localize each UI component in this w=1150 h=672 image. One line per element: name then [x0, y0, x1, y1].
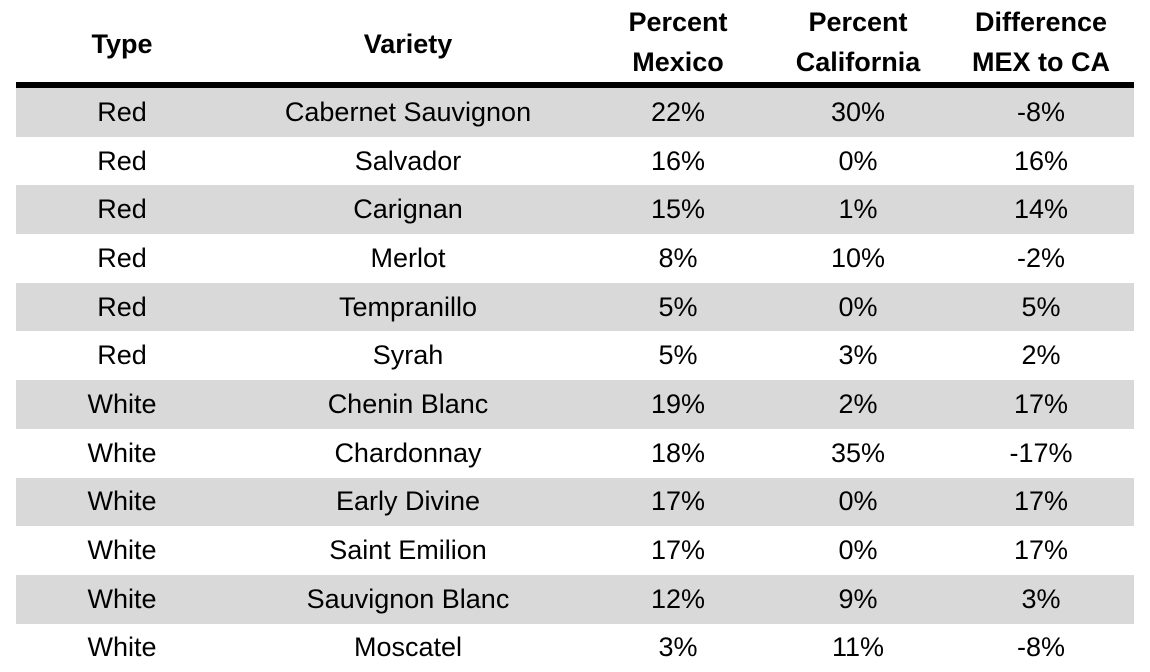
header-variety: Variety: [228, 0, 588, 88]
cell-difference: 16%: [948, 136, 1134, 186]
table-row: White Chenin Blanc 19% 2% 17%: [16, 380, 1134, 429]
header-row: Type Variety Percent Mexico Percent Cali…: [16, 0, 1134, 88]
table-row: White Saint Emilion 17% 0% 17%: [16, 526, 1134, 575]
header-variety-label: Variety: [363, 29, 453, 59]
cell-percent-mexico: 22%: [588, 85, 768, 137]
cell-percent-mexico: 5%: [588, 282, 768, 332]
cell-percent-california: 0%: [768, 526, 948, 575]
header-percent-california-line-2: California: [795, 47, 921, 77]
header-difference-line-2: MEX to CA: [972, 47, 1110, 77]
cell-variety: Early Divine: [228, 477, 588, 527]
cell-percent-california: 11%: [768, 623, 948, 672]
header-percent-mexico-line-2: Mexico: [632, 47, 724, 77]
cell-variety: Tempranillo: [228, 282, 588, 332]
cell-difference: -8%: [948, 623, 1134, 672]
cell-variety: Carignan: [228, 185, 588, 235]
cell-type: White: [16, 526, 228, 575]
cell-type: White: [16, 380, 228, 429]
cell-type: Red: [16, 185, 228, 235]
cell-percent-mexico: 18%: [588, 428, 768, 478]
cell-percent-california: 35%: [768, 428, 948, 478]
cell-difference: -8%: [948, 85, 1134, 137]
header-percent-california-line-1: Percent: [808, 7, 908, 37]
cell-variety: Saint Emilion: [228, 526, 588, 575]
table-row: White Chardonnay 18% 35% -17%: [16, 428, 1134, 478]
cell-percent-mexico: 12%: [588, 574, 768, 624]
cell-percent-mexico: 5%: [588, 331, 768, 381]
cell-type: Red: [16, 85, 228, 137]
cell-percent-mexico: 3%: [588, 623, 768, 672]
cell-difference: 17%: [948, 477, 1134, 527]
cell-difference: 2%: [948, 331, 1134, 381]
cell-type: White: [16, 623, 228, 672]
header-percent-mexico: Percent Mexico: [588, 0, 768, 88]
cell-percent-california: 3%: [768, 331, 948, 381]
cell-variety: Cabernet Sauvignon: [228, 85, 588, 137]
cell-type: Red: [16, 136, 228, 186]
table-header: Type Variety Percent Mexico Percent Cali…: [16, 0, 1134, 88]
cell-type: White: [16, 428, 228, 478]
cell-variety: Sauvignon Blanc: [228, 574, 588, 624]
header-percent-mexico-line-1: Percent: [628, 7, 728, 37]
header-percent-california: Percent California: [768, 0, 948, 88]
cell-difference: 14%: [948, 185, 1134, 235]
cell-percent-mexico: 8%: [588, 234, 768, 283]
cell-percent-mexico: 19%: [588, 380, 768, 429]
table-row: Red Salvador 16% 0% 16%: [16, 136, 1134, 186]
cell-type: Red: [16, 331, 228, 381]
cell-percent-california: 9%: [768, 574, 948, 624]
cell-percent-california: 1%: [768, 185, 948, 235]
header-type: Type: [16, 0, 228, 88]
cell-percent-california: 2%: [768, 380, 948, 429]
table-row: Red Syrah 5% 3% 2%: [16, 331, 1134, 381]
table-row: White Moscatel 3% 11% -8%: [16, 623, 1134, 672]
cell-difference: -17%: [948, 428, 1134, 478]
header-type-label: Type: [91, 29, 153, 59]
cell-percent-mexico: 16%: [588, 136, 768, 186]
cell-difference: 17%: [948, 380, 1134, 429]
cell-type: White: [16, 477, 228, 527]
header-difference: Difference MEX to CA: [948, 0, 1134, 88]
wine-variety-table: Type Variety Percent Mexico Percent Cali…: [16, 0, 1134, 672]
cell-percent-mexico: 17%: [588, 477, 768, 527]
table-row: Red Merlot 8% 10% -2%: [16, 234, 1134, 283]
table-row: White Sauvignon Blanc 12% 9% 3%: [16, 574, 1134, 624]
table-row: Red Tempranillo 5% 0% 5%: [16, 282, 1134, 332]
cell-type: White: [16, 574, 228, 624]
cell-difference: 5%: [948, 282, 1134, 332]
cell-variety: Salvador: [228, 136, 588, 186]
cell-percent-california: 10%: [768, 234, 948, 283]
table-row: Red Carignan 15% 1% 14%: [16, 185, 1134, 235]
cell-percent-mexico: 17%: [588, 526, 768, 575]
header-difference-line-1: Difference: [974, 7, 1108, 37]
cell-percent-california: 0%: [768, 282, 948, 332]
cell-type: Red: [16, 234, 228, 283]
cell-variety: Syrah: [228, 331, 588, 381]
cell-percent-california: 0%: [768, 477, 948, 527]
cell-variety: Chenin Blanc: [228, 380, 588, 429]
cell-percent-mexico: 15%: [588, 185, 768, 235]
cell-variety: Merlot: [228, 234, 588, 283]
cell-percent-california: 0%: [768, 136, 948, 186]
cell-variety: Moscatel: [228, 623, 588, 672]
table-row: Red Cabernet Sauvignon 22% 30% -8%: [16, 85, 1134, 137]
cell-type: Red: [16, 282, 228, 332]
cell-difference: 17%: [948, 526, 1134, 575]
table-body: Red Cabernet Sauvignon 22% 30% -8% Red S…: [16, 85, 1134, 672]
table-row: White Early Divine 17% 0% 17%: [16, 477, 1134, 527]
cell-variety: Chardonnay: [228, 428, 588, 478]
cell-percent-california: 30%: [768, 85, 948, 137]
cell-difference: -2%: [948, 234, 1134, 283]
cell-difference: 3%: [948, 574, 1134, 624]
